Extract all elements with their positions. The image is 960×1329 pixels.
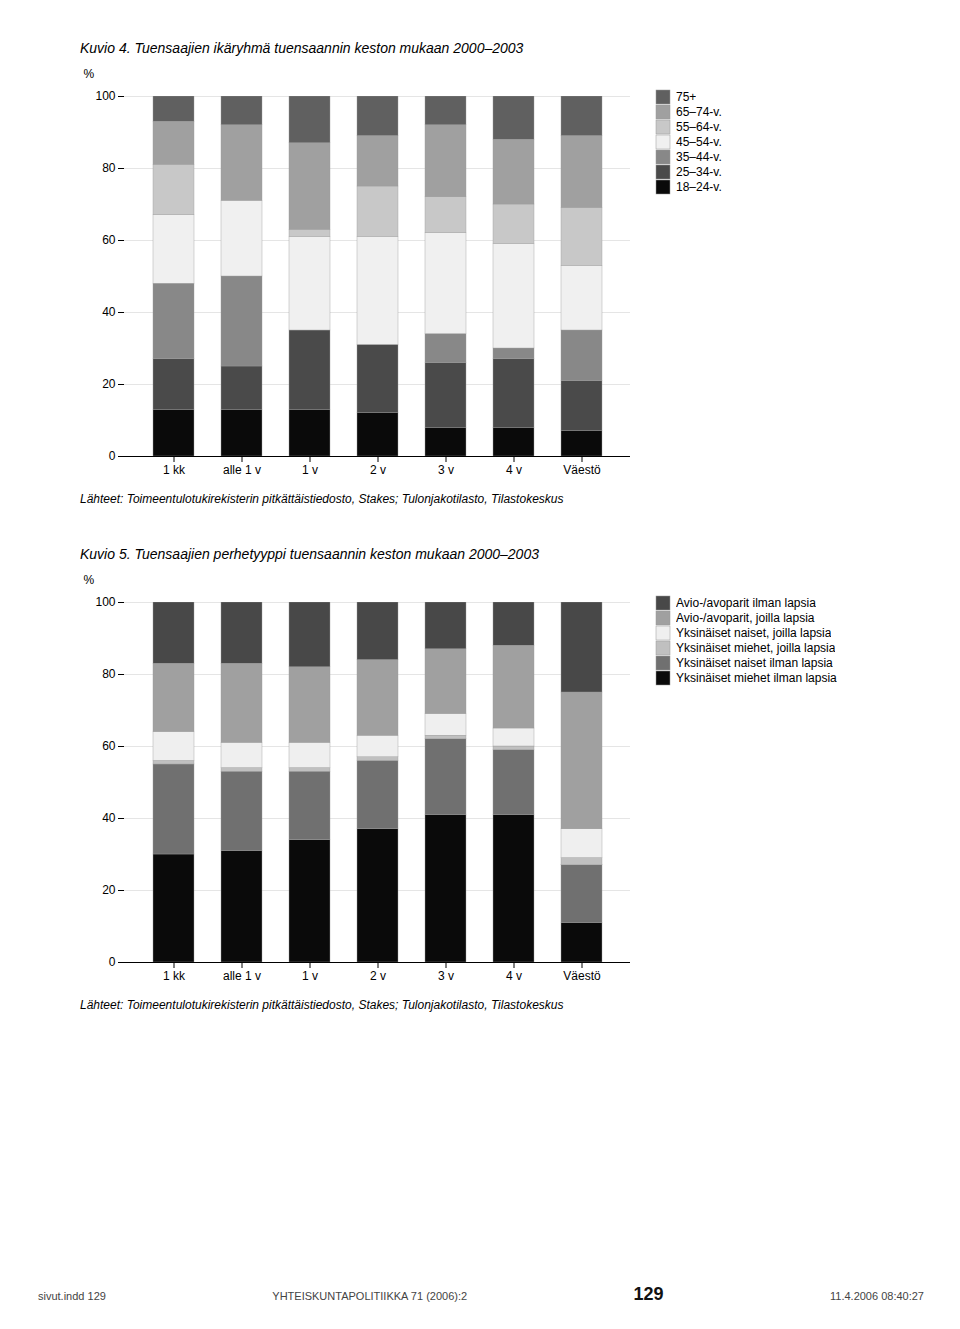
svg-text:%: % [84,67,95,81]
svg-text:4 v: 4 v [506,969,522,983]
html-text:Yksinäiset naiset ilman lapsia: Yksinäiset naiset ilman lapsia [676,656,833,670]
svg-text:3 v: 3 v [438,969,454,983]
svg-text:0: 0 [109,449,116,463]
svg-text:20: 20 [102,883,116,897]
html-text:Yksinäiset naiset, joilla laps: Yksinäiset naiset, joilla lapsia [676,626,832,640]
svg-text:2 v: 2 v [370,463,386,477]
html-text:sivut.indd 129: sivut.indd 129 [38,1290,106,1302]
svg-text:Väestö: Väestö [563,969,601,983]
svg-text:80: 80 [102,161,116,175]
svg-text:80: 80 [102,667,116,681]
html-text:YHTEISKUNTAPOLITIIKKA 71 (2006: YHTEISKUNTAPOLITIIKKA 71 (2006):2 [272,1290,468,1302]
svg-text:40: 40 [102,305,116,319]
svg-text:1 kk: 1 kk [163,969,186,983]
svg-text:60: 60 [102,739,116,753]
svg-text:1 v: 1 v [302,969,318,983]
svg-text:2 v: 2 v [370,969,386,983]
html-text:25–34-v.: 25–34-v. [676,165,722,179]
svg-text:100: 100 [95,595,115,609]
svg-text:4 v: 4 v [506,463,522,477]
svg-text:3 v: 3 v [438,463,454,477]
html-text:Avio-/avoparit ilman lapsia: Avio-/avoparit ilman lapsia [676,596,816,610]
svg-text:alle 1 v: alle 1 v [223,969,261,983]
svg-text:1 v: 1 v [302,463,318,477]
html-text:Lähteet: Toimeentulotukirekist: Lähteet: Toimeentulotukirekisterin pitkä… [80,492,564,506]
html-text:65–74-v.: 65–74-v. [676,105,722,119]
html-text:11.4.2006 08:40:27: 11.4.2006 08:40:27 [830,1290,924,1302]
html-text:Lähteet: Toimeentulotukirekist: Lähteet: Toimeentulotukirekisterin pitkä… [80,998,564,1012]
svg-text:60: 60 [102,233,116,247]
svg-text:100: 100 [95,89,115,103]
html-text:18–24-v.: 18–24-v. [676,180,722,194]
html-text:Avio-/avoparit, joilla lapsia: Avio-/avoparit, joilla lapsia [676,611,815,625]
html-text:45–54-v.: 45–54-v. [676,135,722,149]
svg-text:20: 20 [102,377,116,391]
html-text:Kuvio 5. Tuensaajien perhetyyp: Kuvio 5. Tuensaajien perhetyyppi tuensaa… [80,546,539,562]
svg-text:40: 40 [102,811,116,825]
svg-text:alle 1 v: alle 1 v [223,463,261,477]
html-text:75+: 75+ [676,90,697,104]
svg-text:0: 0 [109,955,116,969]
html-text:Kuvio 4. Tuensaajien ikäryhmä: Kuvio 4. Tuensaajien ikäryhmä tuensaanni… [80,40,524,56]
html-text:55–64-v.: 55–64-v. [676,120,722,134]
html-text:35–44-v.: 35–44-v. [676,150,722,164]
svg-text:1 kk: 1 kk [163,463,186,477]
html-text:Yksinäiset miehet ilman lapsia: Yksinäiset miehet ilman lapsia [676,671,837,685]
html-text:Yksinäiset miehet, joilla laps: Yksinäiset miehet, joilla lapsia [676,641,836,655]
svg-text:Väestö: Väestö [563,463,601,477]
html-text:129: 129 [633,1284,664,1304]
svg-text:%: % [84,573,95,587]
